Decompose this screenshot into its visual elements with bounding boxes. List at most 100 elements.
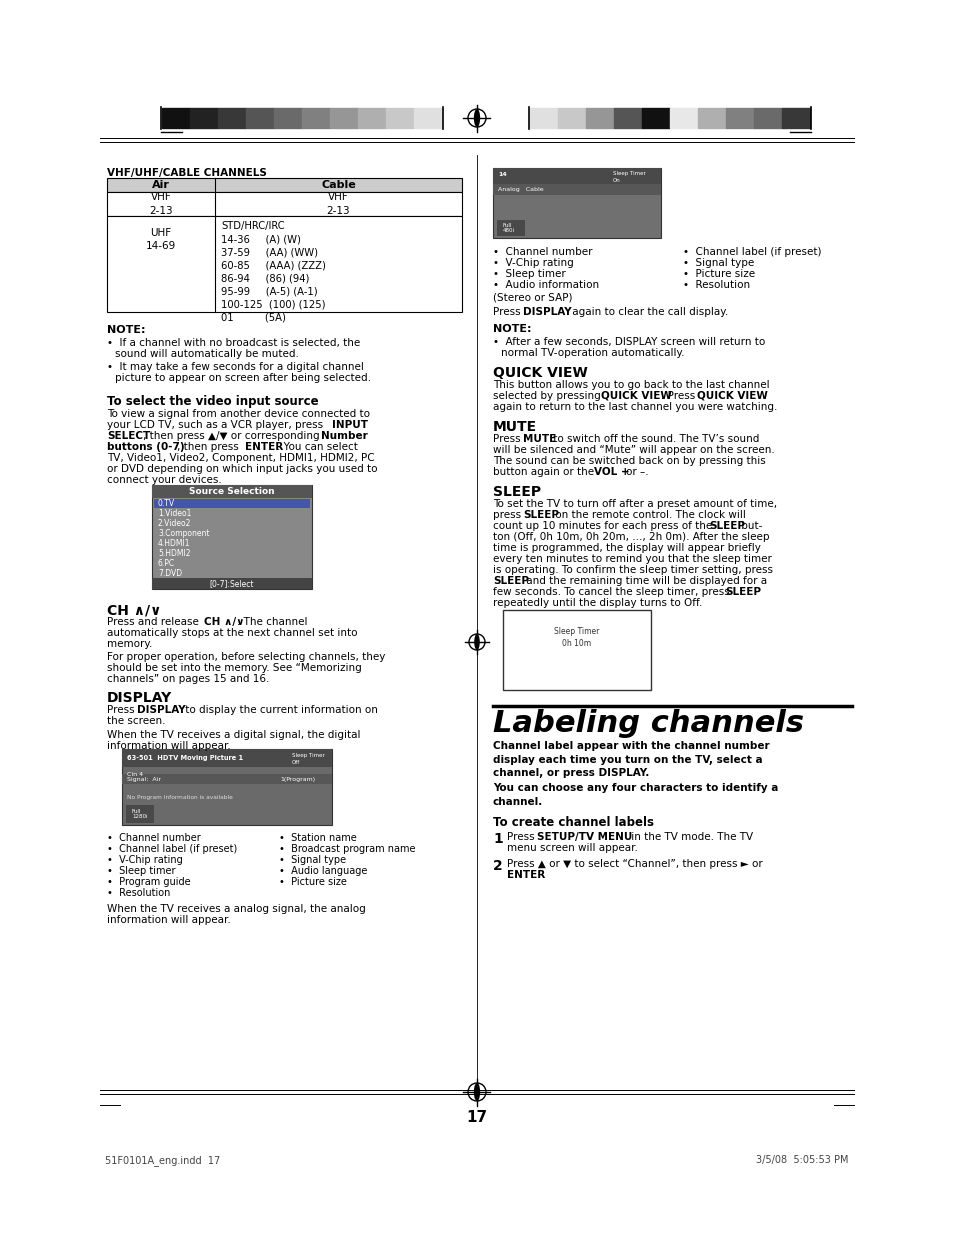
Text: Cin 4: Cin 4 [127,773,143,778]
Bar [126,805,153,823]
Bar [585,107,614,128]
Text: QUICK VIEW: QUICK VIEW [697,391,767,401]
Text: •  If a channel with no broadcast is selected, the: • If a channel with no broadcast is sele… [107,338,360,348]
Text: channels” on pages 15 and 16.: channels” on pages 15 and 16. [107,674,269,684]
Text: or –.: or –. [625,467,648,477]
Text: few seconds. To cancel the sleep timer, press: few seconds. To cancel the sleep timer, … [493,587,732,597]
Text: 5.HDMI2: 5.HDMI2 [158,548,191,557]
Text: •  V-Chip rating: • V-Chip rating [493,258,573,268]
Text: Analog   Cable: Analog Cable [497,186,543,191]
Text: DISPLAY: DISPLAY [522,308,571,317]
Bar [122,748,332,825]
Bar [330,107,357,128]
Ellipse shape [474,109,479,127]
Text: 17: 17 [466,1110,487,1125]
Text: Off: Off [292,761,300,766]
Text: This button allows you to go back to the last channel: This button allows you to go back to the… [493,380,769,390]
Text: 4.HDMI1: 4.HDMI1 [158,538,191,547]
Text: MUTE: MUTE [522,433,556,445]
Text: MUTE: MUTE [493,420,537,433]
Text: •  Broadcast program name: • Broadcast program name [278,844,416,853]
Bar [641,107,669,128]
Text: On: On [613,178,620,183]
Text: •  Audio language: • Audio language [278,866,367,876]
Text: •  Picture size: • Picture size [682,269,755,279]
Bar [107,216,461,312]
Bar [152,485,312,498]
Bar [669,107,698,128]
Text: . Press: . Press [660,391,698,401]
Bar [558,107,585,128]
Text: •  Channel number: • Channel number [493,247,592,257]
Text: sound will automatically be muted.: sound will automatically be muted. [115,350,298,359]
Text: and the remaining time will be displayed for a: and the remaining time will be displayed… [522,576,766,585]
Text: VHF
2-13: VHF 2-13 [326,193,350,216]
Text: VHF/UHF/CABLE CHANNELS: VHF/UHF/CABLE CHANNELS [107,168,267,178]
Text: [0-7]:Select: [0-7]:Select [210,579,254,588]
Text: again to return to the last channel you were watching.: again to return to the last channel you … [493,403,777,412]
Text: Source Selection: Source Selection [189,487,274,496]
Text: INPUT: INPUT [332,420,368,430]
Bar [753,107,781,128]
Text: 7.DVD: 7.DVD [158,568,182,578]
Text: •  It may take a few seconds for a digital channel: • It may take a few seconds for a digita… [107,362,363,372]
Text: on the remote control. The clock will: on the remote control. The clock will [552,510,745,520]
Text: QUICK VIEW: QUICK VIEW [493,366,587,380]
Text: •  After a few seconds, DISPLAY screen will return to: • After a few seconds, DISPLAY screen wi… [493,337,764,347]
Text: automatically stops at the next channel set into: automatically stops at the next channel … [107,629,357,638]
Bar [357,107,386,128]
Text: time is programmed, the display will appear briefly: time is programmed, the display will app… [493,543,760,553]
Text: normal TV-operation automatically.: normal TV-operation automatically. [500,348,684,358]
Text: To select the video input source: To select the video input source [107,395,318,408]
Bar [530,107,558,128]
Text: SLEEP: SLEEP [493,576,529,585]
Text: should be set into the memory. See “Memorizing: should be set into the memory. See “Memo… [107,663,361,673]
Bar [190,107,218,128]
Bar [614,107,641,128]
Text: Full
1280i: Full 1280i [132,809,148,819]
Text: VOL +: VOL + [594,467,633,477]
Text: 6.PC: 6.PC [158,558,175,568]
Text: To set the TV to turn off after a preset amount of time,: To set the TV to turn off after a preset… [493,499,777,509]
Bar [152,578,312,589]
Bar [698,107,725,128]
Text: your LCD TV, such as a VCR player, press: your LCD TV, such as a VCR player, press [107,420,326,430]
Text: will be silenced and “Mute” will appear on the screen.: will be silenced and “Mute” will appear … [493,445,774,454]
Bar [302,107,330,128]
Text: When the TV receives a digital signal, the digital: When the TV receives a digital signal, t… [107,730,360,740]
Text: 3/5/08  5:05:53 PM: 3/5/08 5:05:53 PM [756,1155,848,1165]
Bar [414,107,441,128]
Text: Channel label appear with the channel number
display each time you turn on the T: Channel label appear with the channel nu… [493,741,769,778]
Text: NOTE:: NOTE: [493,324,531,333]
Text: Air: Air [152,180,170,190]
Text: to display the current information on: to display the current information on [182,705,377,715]
Text: the screen.: the screen. [107,716,165,726]
Text: •  Signal type: • Signal type [682,258,754,268]
Text: or DVD depending on which input jacks you used to: or DVD depending on which input jacks yo… [107,464,377,474]
Bar [781,107,809,128]
Text: selected by pressing: selected by pressing [493,391,603,401]
Text: 0h 10m: 0h 10m [562,640,591,648]
Text: Press: Press [506,832,537,842]
Text: Full
480i: Full 480i [502,222,515,233]
Text: picture to appear on screen after being selected.: picture to appear on screen after being … [115,373,371,383]
Text: •  Channel label (if preset): • Channel label (if preset) [107,844,237,853]
Text: When the TV receives a analog signal, the analog: When the TV receives a analog signal, th… [107,904,365,914]
Text: You can choose any four characters to identify a
channel.: You can choose any four characters to id… [493,783,778,806]
Text: UHF
14-69: UHF 14-69 [146,228,176,251]
Text: QUICK VIEW: QUICK VIEW [600,391,671,401]
Text: 2.Video2: 2.Video2 [158,519,192,527]
Bar [246,107,274,128]
Text: SLEEP: SLEEP [522,510,558,520]
Text: 14: 14 [497,172,506,177]
Ellipse shape [474,1083,479,1100]
Text: •  Picture size: • Picture size [278,877,347,887]
Text: button again or the: button again or the [493,467,597,477]
Text: repeatedly until the display turns to Off.: repeatedly until the display turns to Of… [493,598,701,608]
Text: •  Program guide: • Program guide [107,877,191,887]
Text: Cable: Cable [321,180,355,190]
Text: 2: 2 [493,860,502,873]
Text: Press ▲ or ▼ to select “Channel”, then press ► or: Press ▲ or ▼ to select “Channel”, then p… [506,860,762,869]
Bar [502,610,650,690]
Text: every ten minutes to remind you that the sleep timer: every ten minutes to remind you that the… [493,555,771,564]
